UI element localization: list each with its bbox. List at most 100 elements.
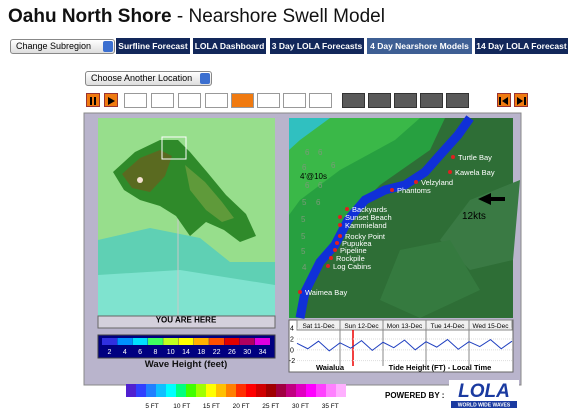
wave-height-label: 6 <box>318 181 323 190</box>
frame-button[interactable] <box>514 93 528 107</box>
wave-height-label: 6 <box>331 161 336 170</box>
spot-label: Backyards <box>352 205 387 214</box>
nav-tab[interactable]: 4 Day Nearshore Models <box>367 38 472 54</box>
swell-label: 4'@10s <box>300 172 327 181</box>
frame-button[interactable] <box>104 93 118 107</box>
scale-label: 20 FT <box>233 403 250 410</box>
spot-label: Rockpile <box>336 254 365 263</box>
frame-slot[interactable] <box>205 93 228 108</box>
legend-label: 14 <box>182 349 190 356</box>
legend-swatch <box>132 338 148 345</box>
spot-marker <box>335 241 339 245</box>
logo-tagline: WORLD WIDE WAVES <box>458 403 511 409</box>
legend-label: 4 <box>123 349 127 356</box>
spot-marker <box>338 215 342 219</box>
tide-day-label: Sun 12-Dec <box>344 323 379 330</box>
scale-swatch <box>216 384 226 397</box>
spot-marker <box>338 223 342 227</box>
nav-tab[interactable]: 3 Day LOLA Forecasts <box>270 38 364 54</box>
logo-text: LOLA <box>458 381 510 402</box>
legend-label: 22 <box>213 349 221 356</box>
legend-swatch <box>163 338 179 345</box>
frame-slot[interactable] <box>394 93 417 108</box>
tide-tick-label: 4 <box>290 326 294 333</box>
peak <box>137 177 143 183</box>
wave-height-label: 6 <box>318 148 323 157</box>
tide-day-label: Sat 11-Dec <box>302 323 335 330</box>
tide-station: Waialua <box>316 363 345 372</box>
nav-tab[interactable]: 14 Day LOLA Forecast <box>475 38 568 54</box>
frame-slot[interactable] <box>342 93 365 108</box>
scale-label: 15 FT <box>203 403 220 410</box>
scale-swatch <box>236 384 246 397</box>
legend-title: Wave Height (feet) <box>145 359 228 370</box>
spot-label: Phantoms <box>397 186 431 195</box>
spot-marker <box>448 170 452 174</box>
tide-tick-label: -2 <box>289 358 295 365</box>
spot-label: Kawela Bay <box>455 168 495 177</box>
scale-label: 35 FT <box>322 403 339 410</box>
scale-swatch <box>326 384 336 397</box>
legend-swatch <box>147 338 163 345</box>
frame-slot[interactable] <box>151 93 174 108</box>
tide-tick-label: 2 <box>290 337 294 344</box>
mountains <box>122 150 172 192</box>
title-model: - Nearshore Swell Model <box>176 6 385 27</box>
frame-slot[interactable] <box>257 93 280 108</box>
frame-slot[interactable] <box>420 93 443 108</box>
legend-label: 2 <box>108 349 112 356</box>
ocean <box>289 118 330 150</box>
spot-label: Rocky Point <box>345 232 386 241</box>
nav-tab[interactable]: LOLA Dashboard <box>193 38 266 54</box>
legend-label: 30 <box>243 349 251 356</box>
nav-tab[interactable]: Surfline Forecast <box>116 38 190 54</box>
scale-label: 5 FT <box>145 403 158 410</box>
subregion-select[interactable]: Change Subregion <box>10 39 115 54</box>
page-title: Oahu North Shore - Nearshore Swell Model <box>8 6 385 28</box>
scale-swatch <box>286 384 296 397</box>
spot-label: Waimea Bay <box>305 288 347 297</box>
frame-slot[interactable] <box>446 93 469 108</box>
scale-swatch <box>316 384 326 397</box>
location-select[interactable]: Choose Another Location <box>85 71 212 86</box>
legend-swatch <box>224 338 240 345</box>
wave-height-label: 5 <box>302 198 307 207</box>
wind-label: 12kts <box>462 211 486 222</box>
spot-marker <box>451 155 455 159</box>
scale-swatch <box>336 384 346 397</box>
scale-label: 10 FT <box>173 403 190 410</box>
scale-swatch <box>146 384 156 397</box>
legend-label: 26 <box>228 349 236 356</box>
scale-label: 25 FT <box>262 403 279 410</box>
spot-marker <box>298 290 302 294</box>
tide-tick-label: 0 <box>290 347 294 354</box>
frame-slot[interactable] <box>124 93 147 108</box>
frame-button[interactable] <box>497 93 511 107</box>
wave-height-label: 5 <box>301 215 306 224</box>
scale-label: 30 FT <box>292 403 309 410</box>
wind-arrow <box>478 193 505 205</box>
frame-slot[interactable] <box>368 93 391 108</box>
map-label: YOU ARE HERE <box>156 316 217 325</box>
wave-height-label: 6 <box>305 181 310 190</box>
spot-label: Sunset Beach <box>345 213 392 222</box>
frame-button[interactable] <box>86 93 100 107</box>
coastline <box>295 115 474 319</box>
frame-slot[interactable] <box>231 93 254 108</box>
legend-label: 8 <box>153 349 157 356</box>
scale-swatch <box>296 384 306 397</box>
ocean <box>289 118 420 215</box>
legend-swatch <box>193 338 209 345</box>
spot-label: Velzyland <box>421 178 453 187</box>
spot-marker <box>333 248 337 252</box>
frame-slot[interactable] <box>309 93 332 108</box>
legend-label: 18 <box>197 349 205 356</box>
legend-swatch <box>102 338 117 345</box>
frame-slot[interactable] <box>283 93 306 108</box>
tide-day-label: Tue 14-Dec <box>431 323 465 330</box>
frame-slot[interactable] <box>178 93 201 108</box>
legend-label: 34 <box>259 349 267 356</box>
legend-swatch <box>255 338 270 345</box>
wave-height-label: 6 <box>302 163 307 172</box>
